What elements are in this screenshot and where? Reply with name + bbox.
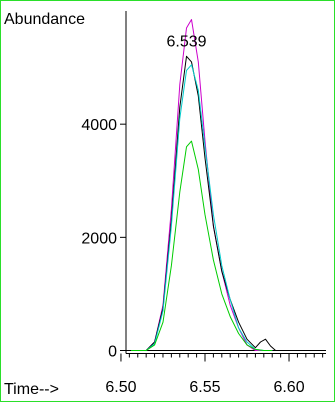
- y-axis-label: Abundance: [4, 11, 85, 28]
- series-group: [131, 19, 289, 351]
- peak-annotation: 6.539: [166, 34, 206, 51]
- series-line-3: [131, 64, 273, 351]
- x-tick-label: 6.55: [189, 379, 220, 396]
- x-tick-label: 6.60: [273, 379, 304, 396]
- annotations: 6.539: [166, 34, 206, 51]
- series-line-4: [131, 140, 273, 351]
- y-tick-label: 4000: [81, 117, 117, 134]
- series-line-2: [131, 55, 289, 351]
- y-tick-label: 2000: [81, 230, 117, 247]
- x-tick-label: 6.50: [105, 379, 136, 396]
- axes: 0 2000 4000 6.50 6.55 6.60: [81, 11, 326, 396]
- y-tick-label: 0: [108, 344, 117, 361]
- series-line-1: [131, 19, 273, 351]
- x-axis-label: Time-->: [4, 381, 59, 398]
